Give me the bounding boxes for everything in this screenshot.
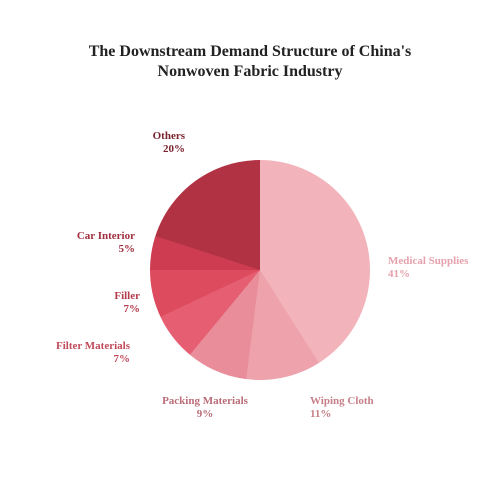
slice-percent: 7% <box>114 303 140 316</box>
slice-label: Medical Supplies41% <box>388 255 468 280</box>
slice-percent: 11% <box>310 408 374 421</box>
slice-percent: 5% <box>77 243 135 256</box>
slice-name: Filler <box>114 290 140 302</box>
slice-percent: 9% <box>162 408 248 421</box>
slice-name: Wiping Cloth <box>310 395 374 407</box>
slice-label: Filter Materials7% <box>56 340 130 365</box>
slice-name: Medical Supplies <box>388 255 468 267</box>
chart-title: The Downstream Demand Structure of China… <box>0 42 500 82</box>
slice-label: Packing Materials9% <box>162 395 248 420</box>
slice-percent: 41% <box>388 268 468 281</box>
slice-percent: 20% <box>153 143 185 156</box>
slice-label: Others20% <box>153 130 185 155</box>
slice-label: Car Interior5% <box>77 230 135 255</box>
pie-chart-container: The Downstream Demand Structure of China… <box>0 0 500 500</box>
slice-percent: 7% <box>56 353 130 366</box>
slice-name: Packing Materials <box>162 395 248 407</box>
slice-name: Car Interior <box>77 230 135 242</box>
pie-graphic <box>150 160 370 380</box>
slice-label: Wiping Cloth11% <box>310 395 374 420</box>
slice-label: Filler7% <box>114 290 140 315</box>
slice-name: Filter Materials <box>56 340 130 352</box>
slice-name: Others <box>153 130 185 142</box>
